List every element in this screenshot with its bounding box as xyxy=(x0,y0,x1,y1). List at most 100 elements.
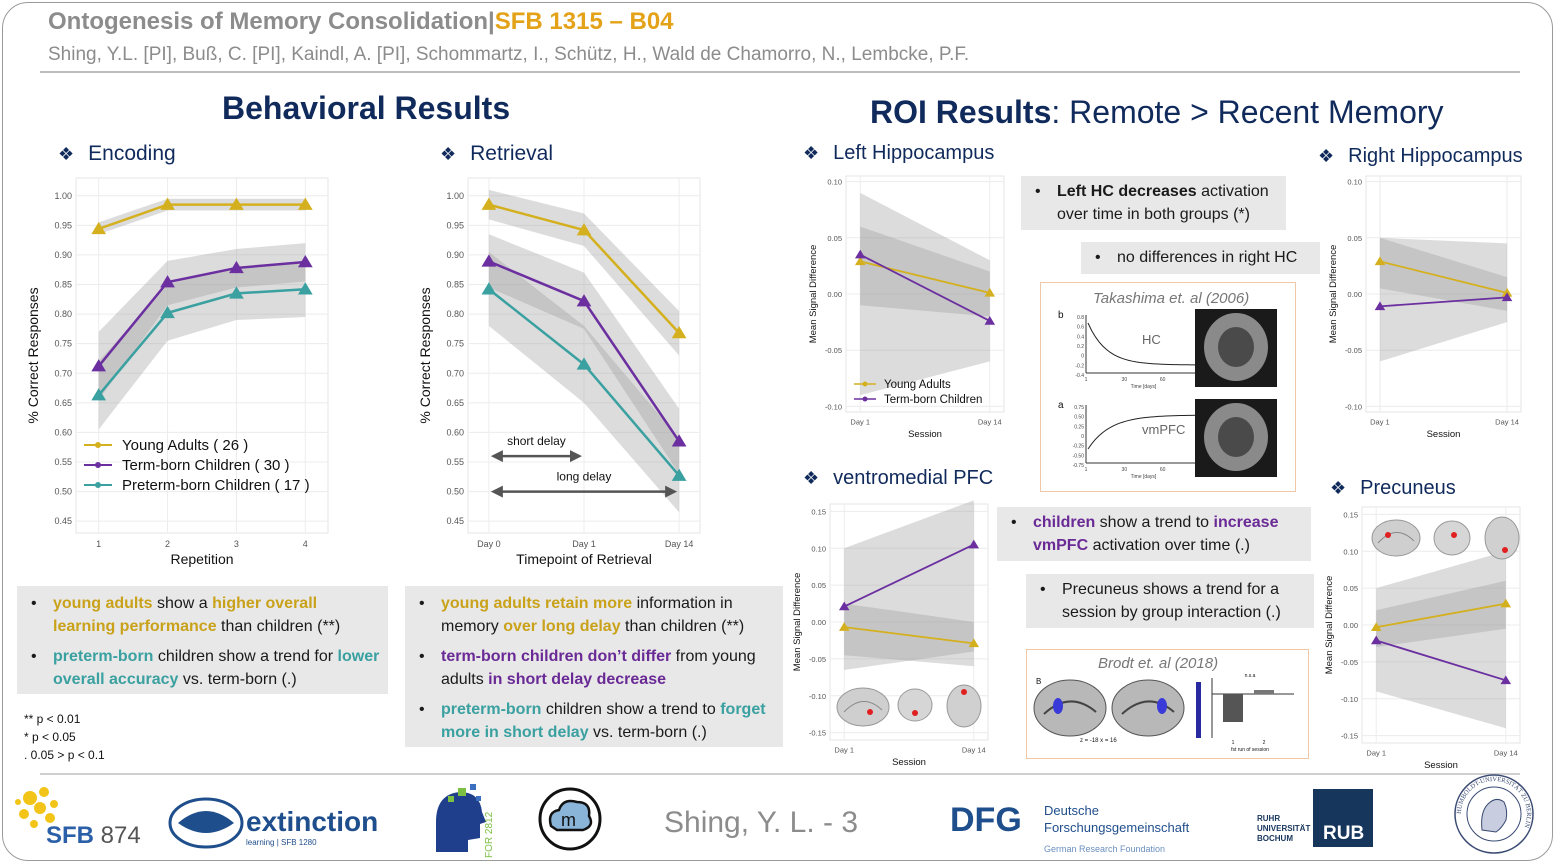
roi-marker-icon xyxy=(961,689,967,695)
arrow-head-icon xyxy=(570,450,582,463)
behavioral-title: Behavioral Results xyxy=(222,90,511,126)
data-point xyxy=(481,282,497,295)
confidence-band xyxy=(1376,580,1506,648)
series-line xyxy=(1379,260,1508,294)
brain-scan xyxy=(1111,679,1185,737)
x-tick-label: Day 14 xyxy=(665,539,694,549)
x-tick-label: Day 14 xyxy=(978,418,1002,427)
bar xyxy=(1254,690,1274,694)
data-point xyxy=(671,434,687,447)
data-point xyxy=(1501,287,1513,297)
bar xyxy=(1223,694,1243,722)
data-point xyxy=(160,275,175,288)
tick-label: 0 xyxy=(1081,434,1084,440)
y-tick-label: -0.10 xyxy=(825,402,842,411)
y-tick-label: 0.80 xyxy=(54,309,72,319)
x-tick-label: Day 14 xyxy=(1494,749,1518,758)
svg-text:BOCHUM: BOCHUM xyxy=(1257,834,1293,843)
retrieval-finding: young adults retain more information in … xyxy=(419,592,777,638)
x-axis-label: Session xyxy=(908,429,942,440)
color-scale xyxy=(1196,682,1201,738)
activation-blob xyxy=(1053,698,1063,714)
x-axis-label: Session xyxy=(1427,429,1461,440)
data-point xyxy=(160,197,175,210)
data-point xyxy=(671,468,687,481)
y-axis-label: % Correct Responses xyxy=(417,287,433,423)
tick-label: 1 xyxy=(1232,740,1235,746)
project-label: SFB 1315 – B04 xyxy=(494,8,674,35)
series-line xyxy=(97,287,306,396)
tick-label: -0.75 xyxy=(1073,463,1085,469)
svg-text:German Research Foundation: German Research Foundation xyxy=(1044,844,1165,854)
vmpfc-subtitle: ❖ ventromedial PFC xyxy=(803,467,994,489)
series-line xyxy=(97,260,306,367)
legend-marker xyxy=(95,482,101,488)
confidence-band xyxy=(98,243,306,400)
diamond-bullet-icon: ❖ xyxy=(1330,478,1347,498)
data-point xyxy=(838,601,850,611)
tick-label: -0.2 xyxy=(1075,363,1084,369)
y-axis-label: % Correct Responses xyxy=(25,287,41,423)
x-tick-label: Day 1 xyxy=(850,418,870,427)
data-point xyxy=(854,249,866,259)
data-point xyxy=(297,282,313,295)
legend-marker xyxy=(95,462,101,468)
y-axis-label: Mean Signal Difference xyxy=(1328,245,1339,344)
right-hc-note: no differences in right HC xyxy=(1081,242,1320,274)
data-point xyxy=(984,287,996,297)
tick-label: 30 xyxy=(1122,377,1128,383)
series-line xyxy=(843,543,975,608)
x-tick-label: 4 xyxy=(303,539,308,549)
data-point xyxy=(671,326,687,339)
legend-label: Young Adults ( 26 ) xyxy=(122,437,248,454)
y-tick-label: 0.05 xyxy=(811,581,826,590)
significance-label: n.s.a xyxy=(1245,673,1256,679)
activation-blob xyxy=(1157,698,1167,714)
y-tick-label: 0.65 xyxy=(446,398,464,408)
y-tick-label: 0.10 xyxy=(827,178,842,187)
svg-text:Deutsche: Deutsche xyxy=(1044,803,1099,818)
y-tick-label: 0.00 xyxy=(827,290,842,299)
data-point xyxy=(576,294,592,307)
y-tick-label: 0.70 xyxy=(446,368,464,378)
right-hc-chart: -0.10 -0.05 0.00 0.05 0.10 Day 1 Day 14 Session… xyxy=(1328,175,1522,440)
confidence-band xyxy=(860,226,990,317)
slice-coords: z = -18 x = 16 xyxy=(1080,738,1117,744)
y-tick-label: 0.45 xyxy=(446,516,464,526)
svg-text:UNIVERSITÄT: UNIVERSITÄT xyxy=(1257,824,1310,833)
svg-text:Forschungsgemeinschaft: Forschungsgemeinschaft xyxy=(1044,820,1190,835)
tick-label: 0.25 xyxy=(1074,424,1084,430)
precuneus-brain-images xyxy=(1371,516,1520,560)
x-tick-label: Day 1 xyxy=(1370,418,1390,427)
y-tick-label: 0.05 xyxy=(827,234,842,243)
diamond-bullet-icon: ❖ xyxy=(803,143,820,163)
tick-label: 30 xyxy=(1122,467,1128,473)
delay-label: long delay xyxy=(557,470,612,484)
legend-label: Term-born Children ( 30 ) xyxy=(122,457,290,474)
tick-label: 0 xyxy=(1081,354,1084,360)
y-tick-label: 1.00 xyxy=(446,191,464,201)
legend-label: Term-born Children xyxy=(884,394,982,406)
data-point xyxy=(481,254,497,267)
diamond-bullet-icon: ❖ xyxy=(1318,146,1335,166)
fit-curve xyxy=(1087,414,1200,450)
data-point xyxy=(160,305,175,319)
y-tick-label: 0.10 xyxy=(1343,547,1358,556)
retrieval-finding: preterm-born children show a trend to fo… xyxy=(419,698,777,744)
axis-label: fst run of session xyxy=(1231,747,1269,753)
legend-label: Preterm-born Children ( 17 ) xyxy=(122,477,310,494)
roi-marker-icon xyxy=(1502,547,1508,553)
y-tick-label: -0.05 xyxy=(825,346,842,355)
tick-label: -0.50 xyxy=(1073,453,1085,459)
precuneus-subtitle: ❖ Precuneus xyxy=(1330,477,1456,499)
y-tick-label: 0.60 xyxy=(446,427,464,437)
svg-text:RUB: RUB xyxy=(1323,823,1364,844)
x-tick-label: 2 xyxy=(165,539,170,549)
x-tick-label: Day 14 xyxy=(1495,418,1519,427)
x-tick-label: Day 1 xyxy=(834,746,854,755)
data-point xyxy=(1374,256,1386,266)
y-tick-label: 0.55 xyxy=(54,457,72,467)
tick-label: -0.4 xyxy=(1075,373,1084,379)
panel-letter: a xyxy=(1058,400,1064,411)
series-line xyxy=(859,253,991,322)
